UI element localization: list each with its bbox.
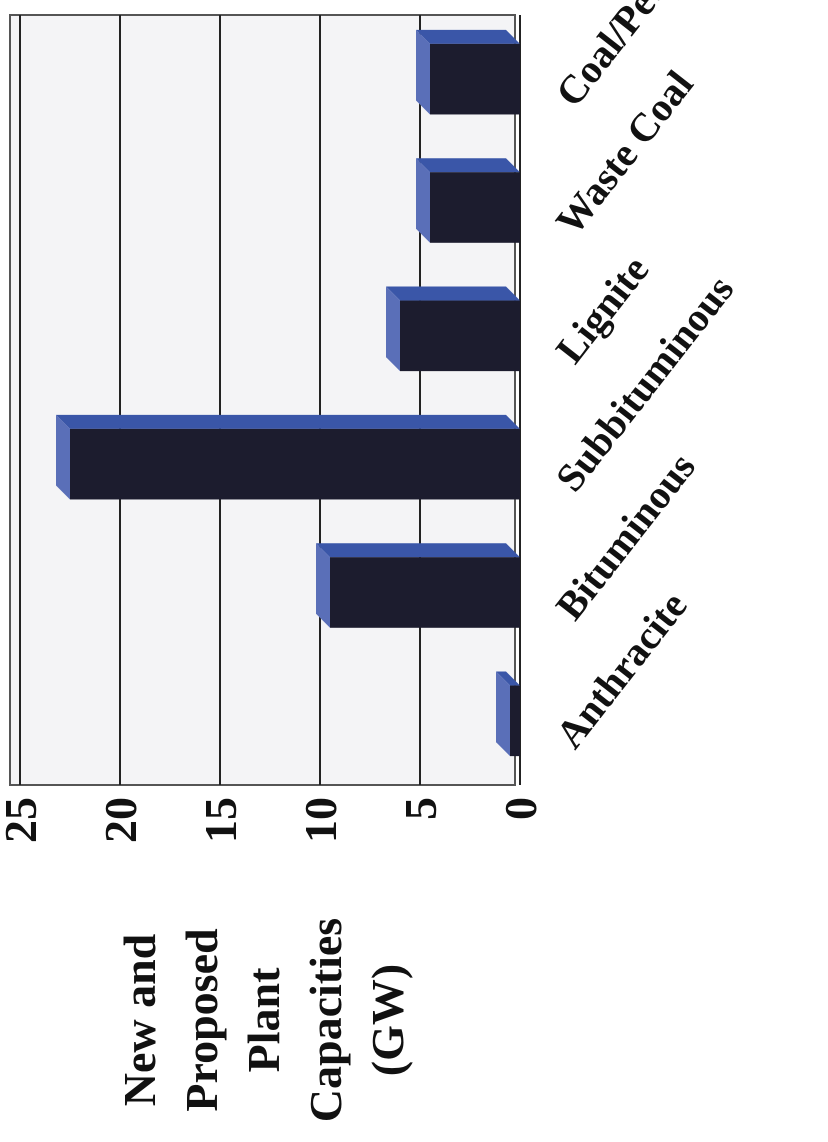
y-axis-label: New and <box>114 933 165 1106</box>
bar-side <box>316 543 520 558</box>
y-tick-label: 20 <box>95 797 146 843</box>
bar <box>510 685 520 757</box>
y-axis-label: Capacities <box>300 918 351 1122</box>
bar-top <box>56 414 70 500</box>
y-tick-label: 15 <box>195 797 246 843</box>
x-tick-label: Subbituminous <box>547 267 743 500</box>
y-tick-label: 0 <box>495 797 546 820</box>
bar <box>330 557 520 628</box>
y-tick-label: 25 <box>0 797 46 843</box>
bar <box>430 43 520 115</box>
bar-side <box>56 414 520 429</box>
bar-top <box>416 158 430 243</box>
y-tick-label: 5 <box>395 797 446 820</box>
y-tick-label: 10 <box>295 797 346 843</box>
bar-side <box>496 671 520 686</box>
bar <box>70 428 520 500</box>
y-axis-label: Plant <box>238 967 289 1072</box>
bar-side <box>416 29 520 44</box>
bar-top <box>316 543 330 628</box>
plot-background <box>9 14 516 786</box>
bar <box>400 300 520 372</box>
bar-top <box>386 286 400 372</box>
bar-side <box>416 158 520 173</box>
bar-side <box>386 286 520 301</box>
bar-top <box>416 29 430 115</box>
bar-top <box>496 671 510 757</box>
y-axis-label: (GW) <box>362 964 413 1076</box>
rotated-frame: 0 5 10 15 20 25 New and Proposed Plant Capacities… <box>0 0 742 1122</box>
bar <box>430 172 520 243</box>
y-axis-label: Proposed <box>176 928 227 1112</box>
